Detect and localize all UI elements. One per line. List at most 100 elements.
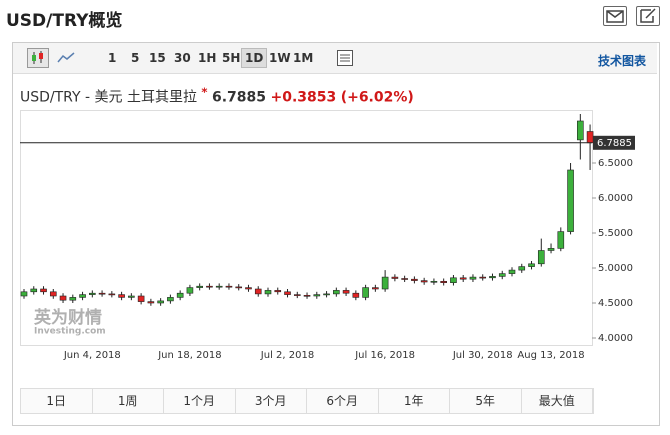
candle-body — [459, 277, 467, 280]
candle-body — [40, 288, 47, 293]
candle-body — [89, 292, 96, 295]
candle-body — [489, 276, 496, 279]
candle-body — [352, 292, 360, 298]
timeframe-button[interactable]: 1H — [198, 51, 217, 65]
candle-body — [128, 295, 135, 298]
edit-icon[interactable] — [636, 6, 660, 26]
instrument: USD/TRY - 美元 土耳其里拉 — [20, 89, 197, 106]
x-tick-label: Aug 13, 2018 — [517, 350, 584, 361]
candle-body — [567, 169, 574, 232]
mail-icon[interactable] — [603, 6, 627, 26]
candle-body — [137, 295, 145, 302]
candle-body — [547, 248, 555, 251]
toolbar: 1 5 15 30 1H 5H 1D 1W 1M — [13, 43, 657, 74]
range-tab[interactable]: 最大值 — [521, 389, 593, 413]
x-tick-label: Jul 16, 2018 — [354, 350, 415, 361]
candle-body — [98, 292, 106, 295]
candle-body — [79, 294, 86, 298]
y-tick-label: 4.0000 — [598, 333, 633, 344]
candle-body — [157, 300, 164, 304]
y-tick-label: 6.5000 — [598, 158, 633, 169]
candle-body — [381, 276, 389, 290]
change: +0.3853 — [270, 89, 337, 106]
timeframe-button[interactable]: 15 — [149, 51, 166, 65]
timeframe-button[interactable]: 30 — [174, 51, 191, 65]
candle-body — [391, 276, 399, 279]
x-tick-label: Jul 30, 2018 — [452, 350, 513, 361]
candle-body — [518, 266, 526, 271]
candle-body — [420, 280, 428, 283]
candle-body — [401, 278, 408, 280]
page-title: USD/TRY概览 — [6, 11, 123, 31]
timeframe-button[interactable]: 1 — [108, 51, 117, 65]
candle-body — [479, 276, 487, 279]
quote-header: USD/TRY - 美元 土耳其里拉 * 6.7885 +0.3853 (+6.… — [20, 85, 414, 107]
timeframe-button[interactable]: 1W — [269, 51, 291, 65]
candle-body — [274, 290, 282, 293]
candle-body — [49, 291, 57, 297]
last-price-tag-bg — [593, 135, 635, 150]
candle-body — [176, 292, 184, 298]
timeframe-button[interactable]: 1M — [293, 51, 314, 65]
candle-body — [206, 285, 213, 288]
candle-body — [225, 285, 233, 288]
candle-body — [245, 287, 252, 290]
candle-body — [20, 291, 28, 297]
x-tick-label: Jun 18, 2018 — [157, 350, 221, 361]
candle-body — [186, 287, 194, 294]
range-tab[interactable]: 1日 — [21, 389, 93, 413]
candle-body — [196, 285, 203, 288]
candle-body — [284, 291, 291, 295]
candle-body — [147, 301, 155, 304]
range-tab[interactable]: 1个月 — [164, 389, 236, 413]
candle-body — [167, 297, 174, 302]
candle-body — [342, 290, 350, 294]
timeframe-button[interactable]: 5 — [131, 51, 140, 65]
range-tab[interactable]: 6个月 — [307, 389, 379, 413]
x-tick-label: Jul 2, 2018 — [260, 350, 314, 361]
range-tabs: 1日 1周 1个月 3个月 6个月 1年 5年 最大值 — [20, 388, 594, 414]
timeframe-button[interactable]: 1D — [241, 48, 268, 68]
candle-body — [498, 273, 506, 277]
y-tick-label: 5.0000 — [598, 263, 633, 274]
watermark-site: Investing.com — [34, 327, 106, 337]
widget — [12, 42, 660, 426]
candle-body — [235, 286, 243, 289]
candle-body — [118, 294, 125, 298]
candle-body — [293, 294, 301, 296]
range-tab[interactable]: 1周 — [92, 389, 164, 413]
candle-body — [577, 120, 584, 141]
change-pct: (+6.02%) — [340, 89, 414, 106]
candle-button[interactable] — [27, 48, 49, 68]
candle-body — [450, 277, 457, 283]
candle-body — [372, 287, 379, 290]
last-price-tag: 6.7885 — [597, 138, 632, 149]
candle-body — [303, 294, 311, 297]
candle-body — [537, 250, 545, 265]
range-tab[interactable]: 3个月 — [235, 389, 307, 413]
marker: * — [201, 85, 208, 99]
technical-link[interactable]: 技术图表 — [597, 54, 646, 68]
watermark-brand: 英为财情 — [34, 307, 102, 328]
candle-body — [333, 290, 340, 295]
candle-body — [69, 297, 77, 301]
range-tab[interactable]: 1年 — [378, 389, 450, 413]
last-price: 6.7885 — [211, 89, 267, 106]
settings-button[interactable] — [335, 48, 355, 68]
chart: 英为财情 Investing.com 4.0000 4.5000 5.0000 5.5… — [20, 110, 635, 361]
range-tab[interactable]: 5年 — [450, 389, 522, 413]
y-tick-label: 6.0000 — [598, 193, 633, 204]
y-tick-label: 4.5000 — [598, 298, 633, 309]
candle-body — [430, 280, 438, 283]
line-button[interactable] — [55, 48, 77, 68]
y-tick-label: 5.5000 — [598, 228, 633, 239]
candle-body — [30, 288, 38, 293]
x-tick-label: Jun 4, 2018 — [63, 350, 121, 361]
candle-body — [254, 288, 262, 295]
candle-body — [362, 287, 369, 298]
timeframe-button[interactable]: 5H — [222, 51, 241, 65]
candle-body — [59, 295, 67, 301]
candle-body — [264, 290, 272, 295]
candle-body — [557, 231, 565, 249]
